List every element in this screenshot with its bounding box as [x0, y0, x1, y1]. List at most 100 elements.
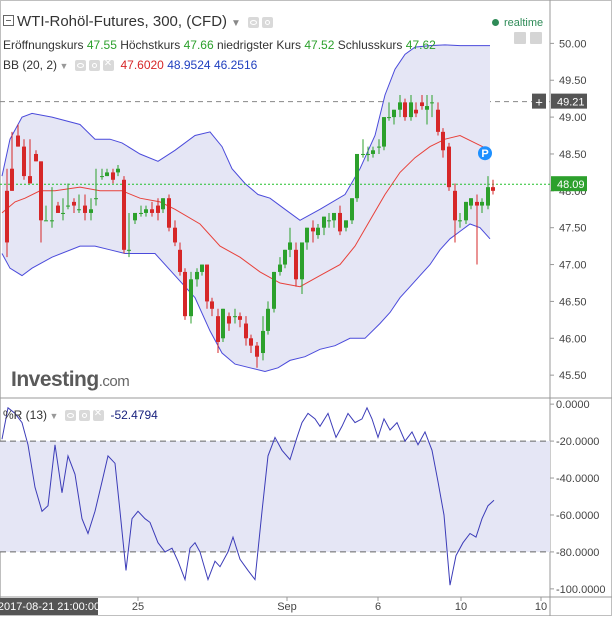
candle [398, 94, 402, 118]
candle-body [150, 209, 154, 213]
eye-icon[interactable] [64, 410, 76, 422]
candle [94, 168, 98, 206]
williams-r-line [1, 406, 495, 586]
candle-body [361, 153, 365, 155]
price-tick-label: 46.50 [559, 296, 587, 308]
candle-body [441, 131, 445, 151]
wr-value: -52.4794 [110, 408, 158, 422]
gear-icon[interactable] [262, 16, 274, 28]
gear-icon[interactable] [88, 60, 100, 72]
bb-label: BB (20, 2) [3, 58, 58, 72]
candle-body [39, 161, 43, 221]
candle-body [83, 205, 87, 213]
wr-tick-label: -60.0000 [556, 510, 599, 522]
candle-body [216, 316, 220, 342]
fullscreen-icon[interactable] [530, 32, 542, 44]
candle [77, 194, 81, 213]
candle-body [233, 316, 237, 318]
add-alert-button [532, 93, 546, 109]
candle [332, 212, 336, 228]
close-icon[interactable] [92, 408, 104, 422]
candle [189, 271, 193, 324]
candle-body [156, 205, 160, 213]
candle [44, 205, 48, 222]
candle [278, 257, 282, 276]
chevron-down-icon[interactable]: ▼ [57, 61, 69, 71]
candle-body [144, 209, 148, 213]
eye-icon[interactable] [248, 16, 260, 28]
candle [261, 316, 265, 361]
candle [316, 224, 320, 239]
candle-body [278, 264, 282, 272]
candle [39, 161, 43, 243]
candle [480, 198, 484, 213]
candle-body [56, 205, 60, 213]
chart-tools [510, 31, 542, 49]
candle-body [464, 201, 468, 221]
candle [469, 198, 473, 210]
bollinger-bands [0, 44, 550, 373]
candle [205, 264, 209, 309]
candle [233, 308, 237, 324]
close-icon[interactable] [102, 58, 114, 72]
open-value: 47.55 [86, 38, 117, 52]
candle-body [105, 172, 109, 177]
candle [371, 146, 375, 158]
realtime-indicator: realtime [492, 17, 543, 29]
wr-axis: 0.0000 -20.0000 -40.0000 -60.0000 -80.0000 -1… [550, 399, 606, 596]
candle [361, 139, 365, 158]
chart-title-row: WTI-Rohöl-Futures, 300, (CFD) ▼ [3, 13, 274, 30]
candle-body [371, 150, 375, 154]
high-value: 47.66 [183, 38, 214, 52]
candle [486, 176, 490, 210]
candle-body [350, 198, 354, 221]
candle [453, 183, 457, 243]
candle-body [133, 212, 137, 221]
wr-label: %R (13) [3, 408, 48, 422]
wr-legend: %R (13) ▼ -52.4794 [3, 408, 158, 422]
time-tick-label: 25 [132, 601, 144, 613]
chevron-down-icon[interactable]: ▼ [231, 18, 241, 29]
band-fill [2, 44, 490, 372]
candle-body [116, 168, 120, 173]
chevron-down-icon[interactable]: ▼ [47, 411, 59, 421]
plus-icon: + [535, 95, 543, 110]
logo-suffix: .com [98, 373, 130, 390]
p-marker-label: P [481, 148, 488, 160]
last-price-box [551, 176, 587, 192]
candle [89, 198, 93, 221]
candle-body [283, 249, 287, 265]
candle-body [122, 179, 126, 250]
collapse-icon[interactable] [3, 14, 14, 26]
candle-body [480, 201, 484, 206]
candle-body [436, 109, 440, 132]
candle-body [366, 153, 370, 155]
candle-body [420, 102, 424, 107]
eye-icon[interactable] [74, 60, 86, 72]
gear-icon[interactable] [78, 410, 90, 422]
candle [56, 201, 60, 213]
high-label: Höchstkurs [120, 38, 181, 52]
candle [28, 139, 32, 184]
candle-body [200, 264, 204, 272]
candle [266, 301, 270, 335]
download-icon[interactable] [514, 32, 526, 44]
candle-body [195, 271, 199, 280]
candle [161, 198, 165, 213]
candle-body [414, 109, 418, 114]
candle-body [398, 102, 402, 110]
candle-body [327, 220, 331, 222]
candle-body [447, 146, 451, 188]
candle [195, 268, 199, 287]
candle [183, 268, 187, 320]
candle [338, 205, 342, 236]
candle [139, 205, 143, 217]
candle [34, 150, 38, 162]
price-tick-label: 47.50 [559, 223, 587, 235]
candle-body [50, 220, 54, 222]
upper-band-line [1, 44, 490, 221]
candle-body [16, 135, 20, 147]
candle [116, 165, 120, 177]
